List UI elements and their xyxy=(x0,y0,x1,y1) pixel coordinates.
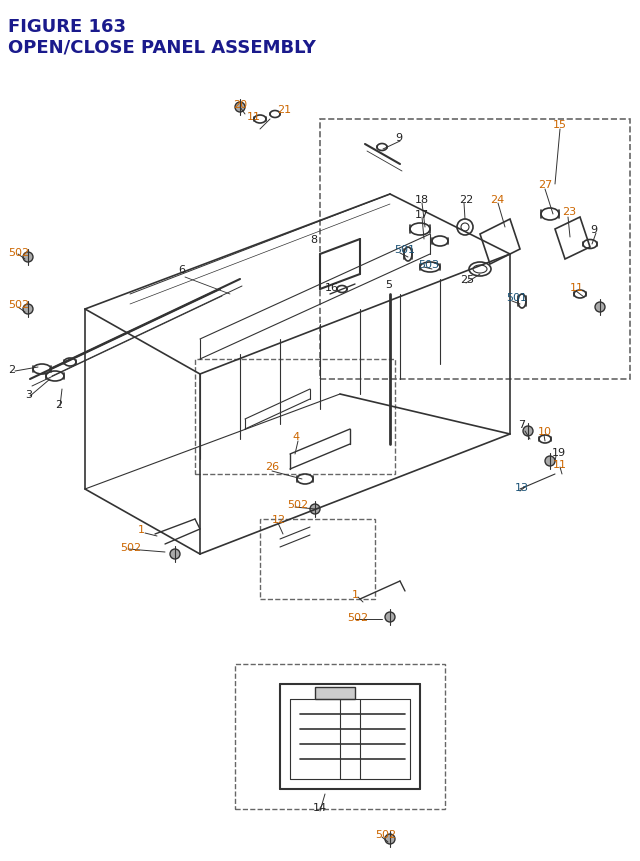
Text: 501: 501 xyxy=(394,245,415,255)
Text: 2: 2 xyxy=(8,364,15,375)
Text: 9: 9 xyxy=(590,225,597,235)
Text: 17: 17 xyxy=(415,210,429,220)
Text: 501: 501 xyxy=(506,293,527,303)
Text: 3: 3 xyxy=(25,389,32,400)
Circle shape xyxy=(23,305,33,314)
Bar xyxy=(260,519,375,599)
Text: 4: 4 xyxy=(292,431,299,442)
Text: 19: 19 xyxy=(552,448,566,457)
Text: 502: 502 xyxy=(8,248,29,257)
Text: 20: 20 xyxy=(233,100,247,110)
Text: 12: 12 xyxy=(272,514,286,524)
Text: 10: 10 xyxy=(538,426,552,437)
Text: 502: 502 xyxy=(287,499,308,510)
Bar xyxy=(195,360,395,474)
Circle shape xyxy=(385,612,395,623)
Text: 23: 23 xyxy=(562,207,576,217)
Text: 27: 27 xyxy=(538,180,552,189)
Text: 1: 1 xyxy=(138,524,145,535)
Circle shape xyxy=(385,834,395,844)
Text: 26: 26 xyxy=(265,461,279,472)
Text: 24: 24 xyxy=(490,195,504,205)
Text: 1: 1 xyxy=(352,589,359,599)
Text: 18: 18 xyxy=(415,195,429,205)
Text: FIGURE 163: FIGURE 163 xyxy=(8,18,126,36)
Text: 2: 2 xyxy=(55,400,62,410)
Text: 503: 503 xyxy=(418,260,439,269)
Text: 11: 11 xyxy=(570,282,584,293)
Text: 502: 502 xyxy=(347,612,368,623)
Circle shape xyxy=(235,102,245,113)
Bar xyxy=(320,120,630,380)
Text: 11: 11 xyxy=(247,112,261,122)
Circle shape xyxy=(170,549,180,560)
Text: 502: 502 xyxy=(375,829,396,839)
Text: 25: 25 xyxy=(460,275,474,285)
Circle shape xyxy=(523,426,533,437)
Text: 15: 15 xyxy=(553,120,567,130)
Text: 14: 14 xyxy=(313,802,327,812)
Circle shape xyxy=(595,303,605,313)
Circle shape xyxy=(23,253,33,263)
Text: 13: 13 xyxy=(515,482,529,492)
Bar xyxy=(235,664,445,809)
Text: 7: 7 xyxy=(518,419,525,430)
Text: 8: 8 xyxy=(310,235,317,245)
Text: 5: 5 xyxy=(385,280,392,289)
Text: 9: 9 xyxy=(395,133,402,143)
Text: 16: 16 xyxy=(325,282,339,293)
Circle shape xyxy=(545,456,555,467)
Text: 6: 6 xyxy=(178,264,185,275)
Text: 11: 11 xyxy=(553,460,567,469)
Polygon shape xyxy=(315,687,355,699)
Text: 22: 22 xyxy=(459,195,473,205)
Circle shape xyxy=(310,505,320,514)
Text: OPEN/CLOSE PANEL ASSEMBLY: OPEN/CLOSE PANEL ASSEMBLY xyxy=(8,38,316,56)
Text: 502: 502 xyxy=(8,300,29,310)
Text: 21: 21 xyxy=(277,105,291,115)
Text: 502: 502 xyxy=(120,542,141,553)
